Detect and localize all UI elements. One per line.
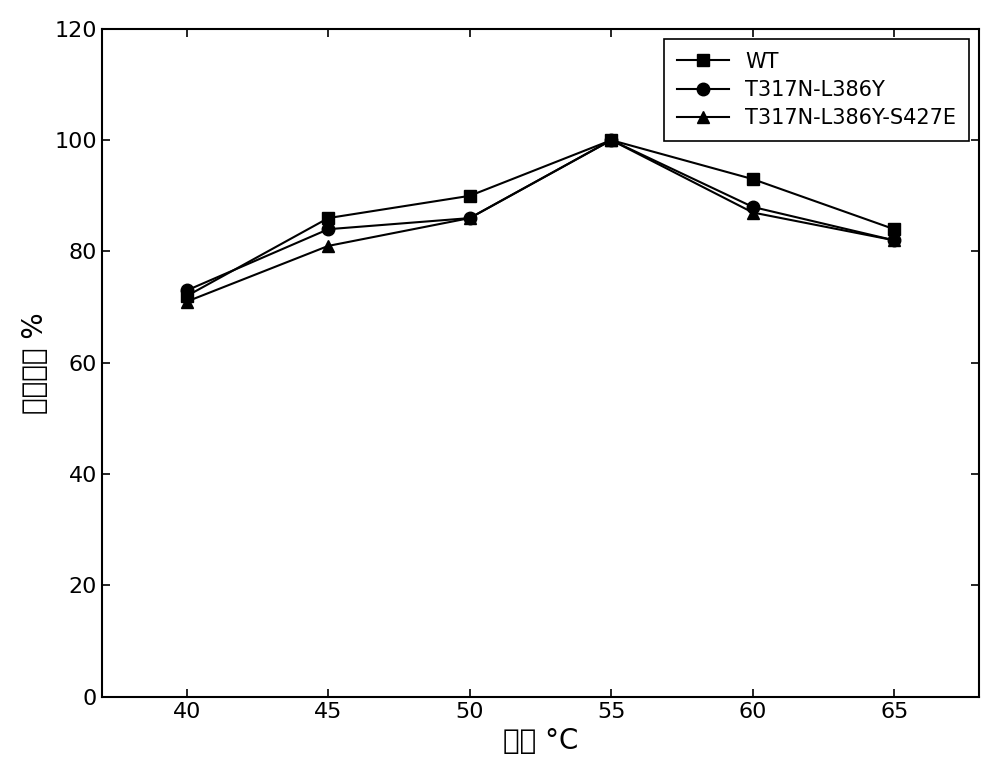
- T317N-L386Y: [322, 224, 334, 234]
- T317N-L386Y-S427E: [181, 297, 193, 307]
- Line: T317N-L386Y: T317N-L386Y: [181, 134, 901, 296]
- T317N-L386Y: [464, 213, 476, 223]
- T317N-L386Y: [181, 286, 193, 295]
- Line: T317N-L386Y-S427E: T317N-L386Y-S427E: [181, 134, 901, 308]
- WT: [181, 291, 193, 300]
- Line: WT: WT: [181, 134, 901, 302]
- T317N-L386Y: [747, 203, 759, 212]
- X-axis label: 温度 °C: 温度 °C: [503, 727, 578, 755]
- T317N-L386Y-S427E: [747, 208, 759, 217]
- WT: [464, 191, 476, 200]
- T317N-L386Y-S427E: [322, 241, 334, 251]
- WT: [322, 213, 334, 223]
- T317N-L386Y-S427E: [464, 213, 476, 223]
- WT: [888, 224, 900, 234]
- T317N-L386Y: [888, 236, 900, 245]
- WT: [747, 175, 759, 184]
- T317N-L386Y-S427E: [605, 136, 617, 145]
- Legend: WT, T317N-L386Y, T317N-L386Y-S427E: WT, T317N-L386Y, T317N-L386Y-S427E: [664, 40, 969, 141]
- Y-axis label: 相对酶活 %: 相对酶活 %: [21, 312, 49, 414]
- WT: [605, 136, 617, 145]
- T317N-L386Y: [605, 136, 617, 145]
- T317N-L386Y-S427E: [888, 236, 900, 245]
